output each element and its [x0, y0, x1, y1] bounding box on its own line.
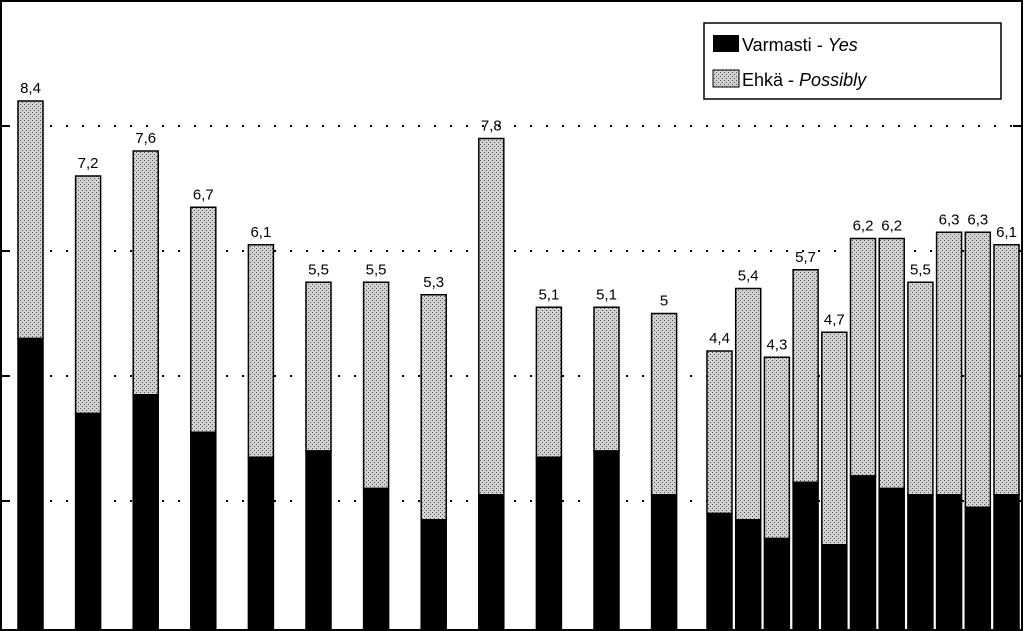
bar-possibly — [706, 350, 733, 515]
bar-yes — [362, 487, 390, 631]
bar-total-label: 5,5 — [308, 261, 329, 278]
bar-possibly — [305, 281, 332, 452]
legend-label-possibly: Ehkä - Possibly — [742, 70, 867, 90]
bar-possibly — [907, 281, 934, 496]
bar-total-label: 6,2 — [881, 218, 902, 235]
bar-total-label: 5,3 — [423, 274, 444, 291]
bar-yes — [478, 494, 505, 631]
bar-possibly — [478, 137, 505, 496]
bar-possibly — [420, 294, 447, 521]
legend-label-possibly-native: Ehkä — [742, 70, 784, 90]
bar-possibly — [362, 281, 390, 490]
bar-total-label: 5,1 — [596, 286, 617, 303]
bar-possibly — [849, 237, 877, 477]
bar-possibly — [792, 269, 819, 483]
bar-yes — [993, 494, 1020, 631]
bar-yes — [878, 487, 905, 631]
legend-swatch-yes — [713, 35, 739, 52]
bar-yes — [964, 506, 992, 631]
bar-total-label: 6,3 — [939, 211, 960, 228]
legend-label-yes-english: Yes — [828, 35, 858, 55]
legend: Varmasti - Yes Ehkä - Possibly — [703, 22, 1002, 100]
legend-swatch-possibly — [712, 69, 740, 88]
legend-label-possibly-english: Possibly — [799, 70, 867, 90]
bar-possibly — [247, 244, 275, 458]
legend-dash-possibly: - — [788, 70, 799, 90]
legend-label-yes: Varmasti - Yes — [742, 35, 858, 55]
bar-total-label: 4,3 — [766, 336, 787, 353]
bar-yes — [17, 337, 44, 631]
bar-yes — [706, 512, 733, 631]
bar-yes — [593, 450, 620, 631]
bar-total-label: 7,8 — [481, 118, 502, 135]
bar-possibly — [17, 100, 44, 340]
bar-yes — [420, 519, 447, 631]
bar-total-label: 4,4 — [709, 330, 730, 347]
bar-possibly — [74, 175, 102, 415]
bar-yes — [935, 494, 963, 631]
bar-total-label: 5,7 — [795, 249, 816, 266]
bar-total-label: 5,5 — [910, 261, 931, 278]
bars — [17, 100, 1020, 631]
bar-yes — [247, 456, 275, 631]
bar-total-label: 5,1 — [538, 286, 559, 303]
bar-yes — [132, 394, 159, 631]
bar-yes — [74, 412, 102, 631]
bar-total-label: 6,1 — [250, 224, 271, 241]
bar-total-labels: 8,4 7,2 7,6 6,7 6,1 5,5 5,5 5,3 7,8 5,1 5,1 5 4,4 5,4… — [20, 80, 1017, 353]
bar-total-label: 7,2 — [78, 155, 99, 172]
bar-possibly — [734, 287, 762, 521]
legend-dash-yes: - — [817, 35, 828, 55]
bar-yes — [305, 450, 332, 631]
bar-total-label: 7,6 — [135, 130, 156, 147]
bar-total-label: 5,4 — [738, 268, 759, 285]
bar-possibly — [593, 306, 620, 452]
bar-possibly — [650, 312, 678, 496]
bar-total-label: 6,1 — [996, 224, 1017, 241]
bar-possibly — [763, 356, 791, 540]
bar-total-label: 6,3 — [967, 211, 988, 228]
bar-yes — [190, 431, 217, 631]
bar-total-label: 6,7 — [193, 186, 214, 203]
bar-possibly — [935, 231, 963, 496]
bar-yes — [907, 494, 934, 631]
bar-total-label: 8,4 — [20, 80, 41, 97]
bar-yes — [849, 475, 877, 631]
legend-label-yes-native: Varmasti — [742, 35, 812, 55]
bar-yes — [763, 537, 791, 631]
bar-possibly — [535, 306, 563, 458]
bar-possibly — [132, 150, 159, 396]
bar-total-label: 6,2 — [853, 218, 874, 235]
bar-yes — [792, 481, 819, 631]
bar-total-label: 5 — [660, 293, 668, 310]
bar-yes — [821, 544, 848, 631]
bar-possibly — [821, 331, 848, 546]
bar-yes — [650, 494, 678, 631]
bar-possibly — [993, 244, 1020, 496]
bar-possibly — [964, 231, 992, 508]
bar-yes — [535, 456, 563, 631]
bar-yes — [734, 519, 762, 631]
legend-box — [703, 22, 1002, 100]
bar-total-label: 5,5 — [366, 261, 387, 278]
bar-total-label: 4,7 — [824, 311, 845, 328]
bar-possibly — [190, 206, 217, 433]
bar-possibly — [878, 237, 905, 490]
